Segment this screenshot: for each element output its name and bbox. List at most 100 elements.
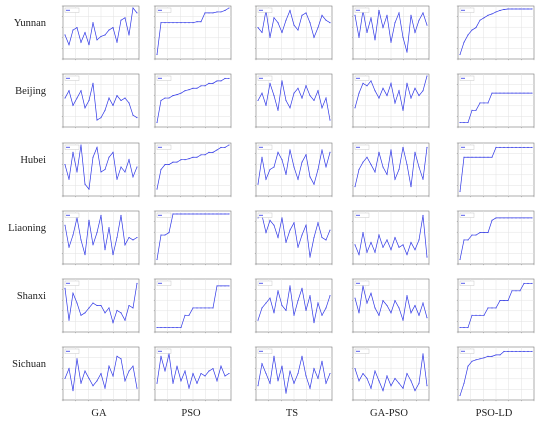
data-point bbox=[402, 36, 404, 38]
data-point bbox=[128, 236, 130, 239]
data-point bbox=[531, 92, 533, 94]
data-point bbox=[410, 241, 412, 243]
data-point bbox=[108, 227, 110, 229]
data-point bbox=[180, 327, 182, 329]
data-point bbox=[309, 176, 311, 178]
data-point bbox=[467, 365, 469, 367]
data-point bbox=[386, 95, 388, 97]
data-point bbox=[88, 188, 90, 190]
data-point bbox=[200, 307, 202, 309]
plot-panel bbox=[61, 346, 140, 402]
data-point bbox=[305, 309, 307, 311]
data-point bbox=[398, 307, 400, 309]
data-point bbox=[100, 304, 102, 307]
data-point bbox=[511, 350, 513, 352]
data-point bbox=[261, 307, 263, 309]
data-point bbox=[382, 27, 384, 29]
data-point bbox=[374, 90, 376, 92]
legend-box bbox=[257, 212, 273, 218]
data-point bbox=[76, 171, 78, 173]
data-point bbox=[168, 232, 170, 234]
data-point bbox=[305, 224, 307, 226]
data-point bbox=[180, 159, 182, 161]
data-point bbox=[515, 92, 517, 94]
data-point bbox=[200, 85, 202, 87]
data-point bbox=[92, 302, 94, 304]
data-point bbox=[104, 34, 106, 36]
data-point bbox=[426, 146, 428, 148]
data-point bbox=[257, 27, 259, 29]
data-point bbox=[216, 380, 218, 382]
data-point bbox=[72, 390, 74, 392]
data-point bbox=[204, 307, 206, 309]
data-point bbox=[390, 149, 392, 151]
data-point bbox=[112, 322, 114, 324]
data-point bbox=[100, 117, 102, 119]
legend-box bbox=[156, 144, 172, 150]
data-point bbox=[410, 186, 412, 188]
data-point bbox=[483, 314, 485, 316]
data-point bbox=[422, 178, 424, 180]
data-point bbox=[507, 146, 509, 148]
data-point bbox=[220, 285, 222, 287]
data-point bbox=[108, 307, 110, 309]
legend-box bbox=[64, 75, 80, 81]
data-point bbox=[519, 8, 521, 10]
data-point bbox=[80, 144, 82, 146]
data-point bbox=[261, 31, 263, 34]
data-point bbox=[208, 82, 210, 84]
data-point bbox=[132, 365, 134, 367]
data-point bbox=[406, 164, 408, 166]
data-point bbox=[325, 166, 327, 168]
data-point bbox=[463, 239, 465, 241]
row-label: Sichuan bbox=[12, 359, 46, 370]
data-point bbox=[410, 97, 412, 99]
data-point bbox=[172, 95, 174, 97]
data-point bbox=[168, 22, 170, 24]
data-point bbox=[386, 239, 388, 241]
data-point bbox=[164, 234, 166, 236]
data-point bbox=[224, 375, 226, 377]
data-point bbox=[184, 90, 186, 92]
data-point bbox=[301, 161, 303, 163]
data-point bbox=[378, 151, 380, 153]
legend-box bbox=[354, 75, 370, 81]
data-point bbox=[132, 307, 134, 309]
legend-box bbox=[257, 75, 273, 81]
data-point bbox=[382, 246, 384, 248]
row-label: Yunnan bbox=[13, 18, 46, 29]
data-point bbox=[398, 246, 400, 248]
data-point bbox=[285, 99, 287, 102]
data-point bbox=[354, 368, 356, 370]
data-point bbox=[370, 17, 372, 19]
data-point bbox=[172, 161, 174, 163]
plot-panel bbox=[61, 5, 140, 61]
data-point bbox=[160, 22, 162, 24]
data-point bbox=[196, 87, 198, 89]
data-point bbox=[124, 97, 126, 99]
data-point bbox=[96, 119, 98, 121]
plot-panel bbox=[351, 346, 430, 402]
legend-box bbox=[354, 348, 370, 354]
data-point bbox=[176, 22, 178, 24]
data-point bbox=[459, 395, 461, 397]
data-point bbox=[309, 387, 311, 389]
data-point bbox=[200, 21, 202, 23]
data-point bbox=[519, 350, 521, 352]
data-point bbox=[390, 41, 392, 43]
data-point bbox=[297, 29, 299, 31]
data-point bbox=[523, 92, 525, 94]
data-point bbox=[531, 146, 533, 148]
data-point bbox=[92, 385, 94, 387]
data-point bbox=[366, 377, 368, 379]
data-point bbox=[281, 159, 283, 161]
data-point bbox=[499, 92, 501, 94]
data-point bbox=[390, 249, 392, 251]
data-point bbox=[164, 97, 166, 99]
legend-box bbox=[257, 280, 273, 286]
data-point bbox=[313, 368, 315, 370]
data-point bbox=[358, 254, 360, 256]
legend-box bbox=[257, 7, 273, 13]
data-point bbox=[491, 92, 493, 94]
